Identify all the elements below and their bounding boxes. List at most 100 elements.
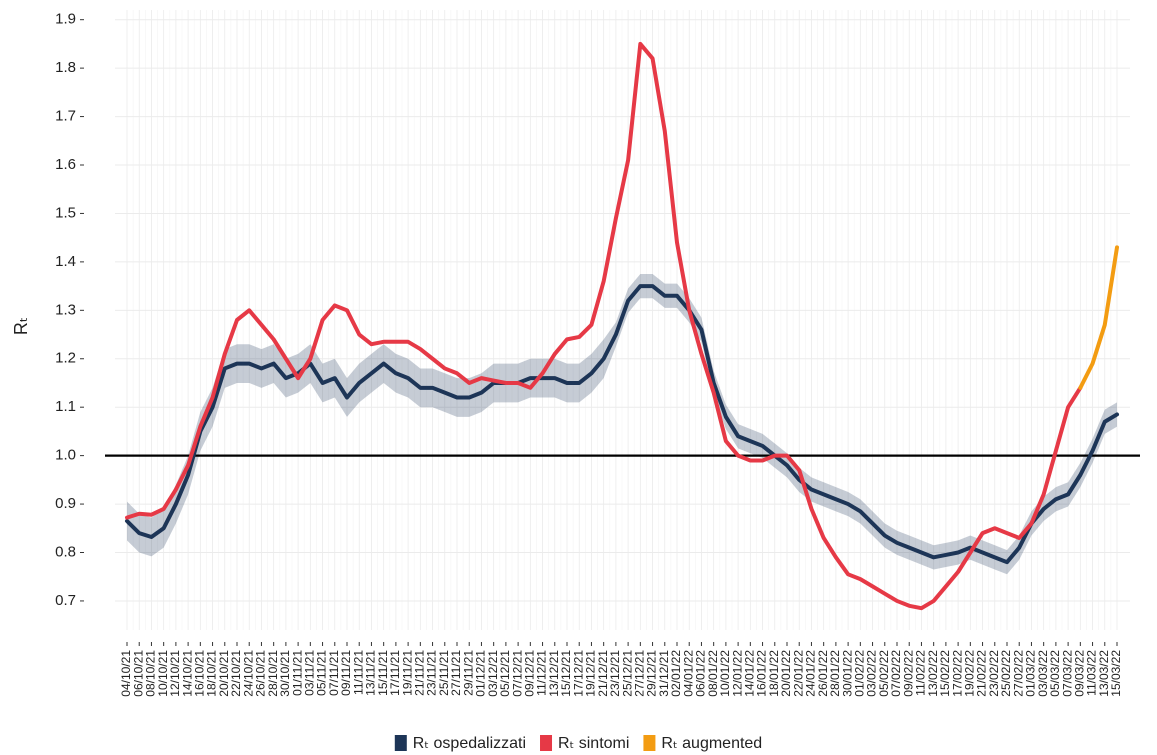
series-line	[125, 284, 1119, 565]
legend-swatch	[394, 735, 407, 751]
y-tick-label: 1.0	[55, 447, 76, 464]
x-tick-label: 15/02/22	[938, 650, 952, 697]
y-tick-label: 1.4	[55, 253, 76, 270]
x-tick-label: 12/01/22	[730, 650, 744, 697]
x-tick-label: 17/02/22	[950, 650, 964, 697]
x-tick-label: 15/03/22	[1109, 650, 1123, 697]
legend-label: Rₜ sintomi	[558, 735, 629, 752]
x-tick-label: 20/10/21	[217, 650, 231, 697]
x-tick-label: 24/01/22	[804, 650, 818, 697]
x-tick-label: 26/10/21	[254, 650, 268, 697]
x-tick-label: 13/02/22	[926, 650, 940, 697]
x-tick-label: 23/12/21	[608, 650, 622, 697]
x-tick-label: 15/11/21	[376, 650, 390, 696]
y-tick-label: 1.2	[55, 350, 76, 367]
x-tick-label: 16/10/21	[193, 650, 207, 697]
x-tick-label: 21/11/21	[413, 650, 427, 696]
x-tick-label: 03/12/21	[486, 650, 500, 697]
x-tick-label: 03/03/22	[1036, 650, 1050, 697]
x-tick-label: 13/12/21	[547, 650, 561, 697]
y-tick-label: 1.6	[55, 156, 76, 173]
y-tick-label: 1.9	[55, 11, 76, 28]
x-tick-label: 27/11/21	[449, 650, 463, 696]
x-tick-label: 25/12/21	[620, 650, 634, 697]
legend-label: Rₜ ospedalizzati	[413, 735, 526, 752]
x-tick-label: 13/03/22	[1097, 650, 1111, 697]
y-tick-label: 0.7	[55, 592, 76, 609]
y-tick-label: 1.8	[55, 59, 76, 76]
x-tick-label: 12/10/21	[168, 650, 182, 697]
x-tick-label: 11/11/21	[351, 650, 365, 695]
y-tick-label: 1.5	[55, 204, 76, 221]
x-tick-label: 18/10/21	[205, 650, 219, 697]
x-tick-label: 08/10/21	[144, 650, 158, 697]
x-tick-label: 05/12/21	[498, 650, 512, 697]
x-tick-label: 06/10/21	[131, 650, 145, 697]
x-tick-label: 08/01/22	[706, 650, 720, 697]
legend-label: Rₜ augmented	[661, 735, 762, 752]
x-tick-label: 27/02/22	[1011, 650, 1025, 697]
y-tick-label: 1.7	[55, 108, 76, 125]
y-tick-label: 1.1	[55, 398, 76, 415]
x-tick-label: 13/11/21	[364, 650, 378, 696]
x-tick-label: 28/10/21	[266, 650, 280, 697]
x-tick-label: 17/11/21	[388, 650, 402, 696]
x-tick-label: 07/12/21	[510, 650, 524, 697]
x-tick-label: 04/01/22	[681, 650, 695, 697]
x-tick-label: 23/02/22	[987, 650, 1001, 697]
x-tick-label: 05/03/22	[1048, 650, 1062, 697]
x-tick-label: 29/11/21	[461, 650, 475, 696]
x-tick-label: 14/10/21	[180, 650, 194, 697]
x-tick-label: 15/12/21	[559, 650, 573, 697]
y-tick-label: 0.9	[55, 495, 76, 512]
x-tick-label: 19/02/22	[963, 650, 977, 697]
y-axis-label: Rₜ	[11, 317, 31, 335]
x-tick-label: 26/01/22	[816, 650, 830, 697]
x-tick-label: 05/11/21	[315, 650, 329, 696]
x-tick-label: 27/12/21	[633, 650, 647, 697]
x-tick-label: 03/11/21	[303, 650, 317, 696]
x-tick-label: 23/11/21	[425, 650, 439, 696]
x-tick-label: 25/02/22	[999, 650, 1013, 697]
x-tick-label: 29/12/21	[645, 650, 659, 697]
x-tick-label: 09/11/21	[339, 650, 353, 696]
x-tick-label: 01/11/21	[290, 650, 304, 696]
y-tick-label: 1.3	[55, 301, 76, 318]
x-tick-label: 02/01/22	[669, 650, 683, 697]
x-tick-label: 18/01/22	[767, 650, 781, 697]
x-tick-label: 06/01/22	[694, 650, 708, 697]
x-tick-label: 11/12/21	[535, 650, 549, 696]
x-tick-label: 01/12/21	[474, 650, 488, 697]
x-tick-label: 14/01/22	[743, 650, 757, 697]
x-tick-label: 25/11/21	[437, 650, 451, 696]
x-tick-label: 19/12/21	[584, 650, 598, 697]
x-tick-label: 22/10/21	[229, 650, 243, 697]
legend: Rₜ ospedalizzati Rₜ sintomi Rₜ augmented	[394, 735, 762, 752]
x-tick-label: 09/03/22	[1073, 650, 1087, 697]
series-line	[125, 41, 1083, 611]
x-tick-label: 16/01/22	[755, 650, 769, 697]
confidence-band	[127, 273, 1117, 575]
x-tick-label: 30/01/22	[840, 650, 854, 697]
x-tick-label: 10/01/22	[718, 650, 732, 697]
x-tick-label: 17/12/21	[571, 650, 585, 697]
x-tick-label: 09/02/22	[901, 650, 915, 697]
x-tick-label: 22/01/22	[791, 650, 805, 697]
x-tick-label: 28/01/22	[828, 650, 842, 697]
x-tick-label: 21/12/21	[596, 650, 610, 697]
x-tick-label: 09/12/21	[523, 650, 537, 697]
x-tick-label: 19/11/21	[400, 650, 414, 696]
x-tick-label: 11/03/22	[1085, 650, 1099, 696]
x-tick-label: 24/10/21	[241, 650, 255, 697]
x-tick-label: 04/10/21	[119, 650, 133, 697]
x-tick-label: 07/03/22	[1060, 650, 1074, 697]
x-tick-label: 07/02/22	[889, 650, 903, 697]
x-tick-label: 11/02/22	[914, 650, 928, 696]
x-tick-label: 01/02/22	[853, 650, 867, 697]
x-tick-label: 03/02/22	[865, 650, 879, 697]
legend-swatch	[643, 735, 656, 751]
x-tick-label: 31/12/21	[657, 650, 671, 697]
y-tick-label: 0.8	[55, 543, 76, 560]
x-tick-label: 05/02/22	[877, 650, 891, 697]
